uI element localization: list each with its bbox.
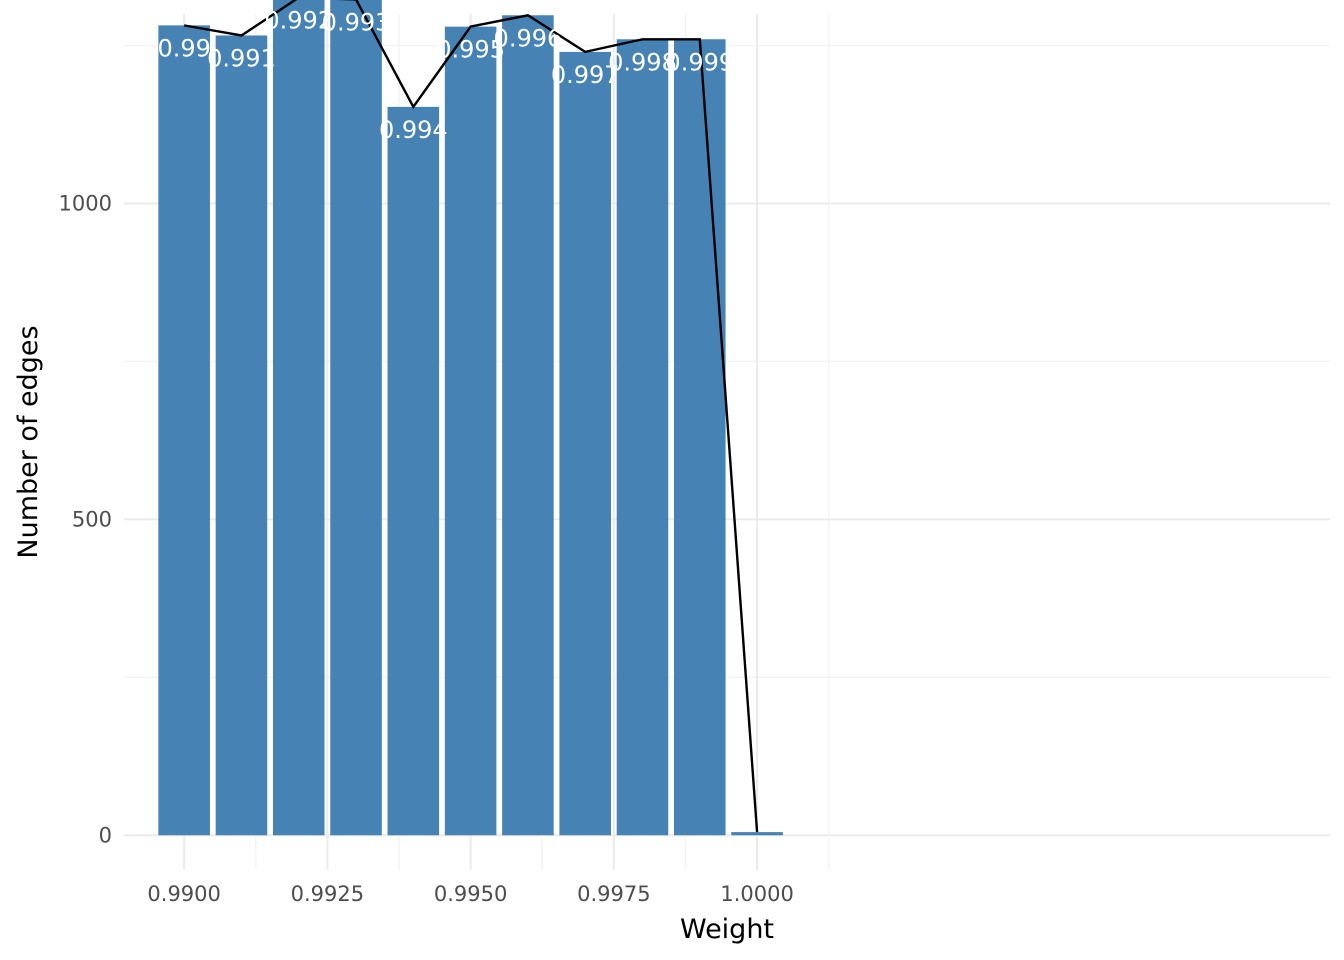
bar-label: 0.996: [494, 24, 563, 52]
bar-label: 0.992: [264, 7, 333, 35]
bar: [731, 832, 783, 836]
trend-line: [183, 0, 759, 833]
bars: [158, 0, 783, 836]
x-axis-ticks: 0.9900 0.9925 0.9950 0.9975 1.0000: [147, 882, 793, 906]
bar: [616, 39, 669, 836]
trend-line-group: [183, 0, 759, 833]
x-tick-label: 0.9900: [147, 882, 220, 906]
bar-label: 0.993: [322, 8, 391, 36]
bar-label: 0.998: [608, 48, 677, 76]
y-tick-label: 500: [72, 507, 112, 531]
bar: [387, 106, 440, 836]
y-tick-label: 0: [99, 823, 112, 847]
bar: [272, 0, 325, 836]
bar: [330, 0, 382, 836]
y-tick-label: 1000: [59, 192, 112, 216]
x-tick-label: 0.9975: [577, 882, 650, 906]
bar-label: 0.994: [379, 116, 448, 144]
bar-label: 0.999: [665, 48, 734, 76]
bar-label: 0.99: [157, 34, 210, 62]
y-axis-title: Number of edges: [13, 325, 44, 558]
bar-label: 0.997: [551, 61, 620, 89]
bar-label: 0.995: [436, 36, 505, 64]
bar: [158, 25, 210, 836]
x-axis-title: Weight: [680, 914, 774, 945]
bar-label: 0.991: [207, 44, 276, 72]
bar: [674, 39, 726, 836]
bar: [215, 35, 268, 836]
bar: [559, 51, 611, 836]
bar: [502, 15, 554, 836]
x-tick-label: 0.9950: [434, 882, 507, 906]
x-tick-label: 0.9925: [291, 882, 364, 906]
x-tick-label: 1.0000: [720, 882, 793, 906]
bar-labels: 0.990.9910.9920.9930.9940.9950.9960.9970…: [157, 7, 734, 144]
bar: [444, 26, 497, 836]
y-axis-ticks: 0 500 1000: [59, 192, 112, 848]
